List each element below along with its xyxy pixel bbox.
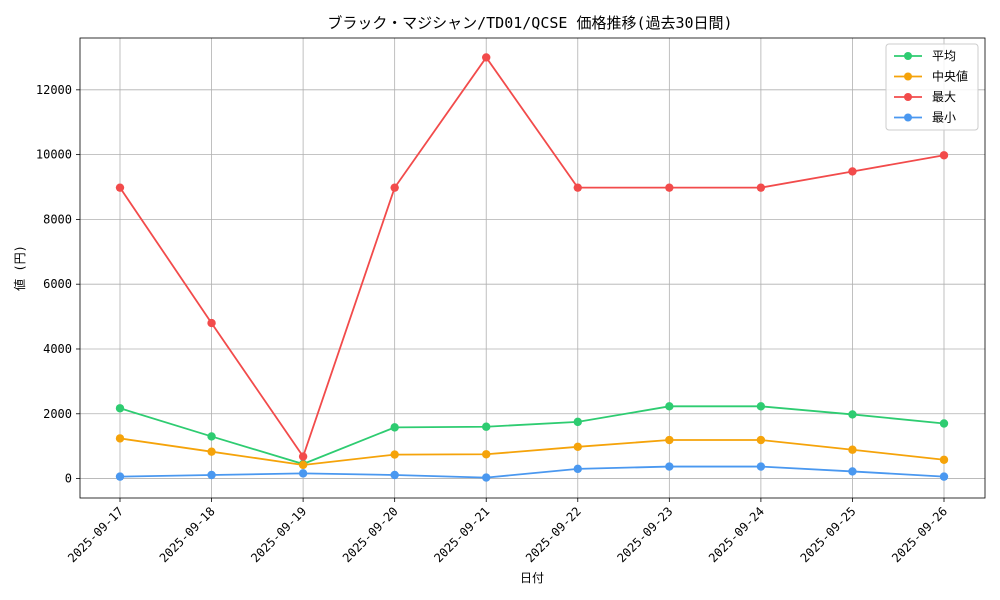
x-tick-label: 2025-09-22 <box>523 504 584 565</box>
data-point <box>756 402 766 411</box>
y-axis-label: 値 (円) <box>12 245 27 291</box>
series-line <box>119 405 945 465</box>
data-point <box>573 464 582 474</box>
series-0 <box>115 402 949 469</box>
data-point <box>665 183 674 192</box>
data-point <box>298 460 308 470</box>
x-tick-label: 2025-09-18 <box>157 504 218 565</box>
x-tick-label: 2025-09-21 <box>431 504 492 565</box>
y-tick-label: 8000 <box>43 212 72 226</box>
data-point <box>939 472 949 481</box>
data-point <box>848 410 857 419</box>
data-point <box>573 442 582 452</box>
x-axis-label: 日付 <box>520 571 544 585</box>
x-tick-label: 2025-09-17 <box>65 504 126 565</box>
data-point <box>207 318 216 328</box>
data-point <box>390 470 399 480</box>
x-tick-label: 2025-09-19 <box>248 504 309 565</box>
series-line <box>119 55 945 459</box>
y-tick-label: 4000 <box>43 342 72 356</box>
x-tick-label: 2025-09-25 <box>798 504 859 565</box>
series-line <box>119 465 945 479</box>
data-point <box>115 404 125 413</box>
x-axis-ticks: 2025-09-17 2025-09-18 2025-09-19 2025-09-20… <box>65 498 950 565</box>
data-point <box>482 450 491 459</box>
data-point <box>115 472 125 481</box>
data-point <box>939 151 949 160</box>
y-tick-label: 6000 <box>43 277 72 291</box>
data-point <box>939 455 949 464</box>
data-point <box>665 435 674 445</box>
data-point <box>756 183 766 192</box>
data-point <box>482 473 491 482</box>
data-point <box>756 462 766 471</box>
legend-marker <box>904 52 912 60</box>
legend-label: 中央値 <box>932 69 968 84</box>
legend-marker <box>904 93 912 101</box>
data-point <box>482 422 491 431</box>
legend-marker <box>904 72 912 81</box>
y-axis-ticks: 0 2000 4000 6000 8000 10000 12000 <box>36 83 80 486</box>
legend-label: 最小 <box>932 111 956 125</box>
data-point <box>573 417 582 427</box>
legend-marker <box>904 113 912 122</box>
series-line <box>119 437 945 466</box>
series-1 <box>115 434 949 470</box>
data-point <box>207 432 216 441</box>
x-tick-label: 2025-09-23 <box>614 504 675 565</box>
x-tick-label: 2025-09-24 <box>706 504 767 565</box>
x-tick-label: 2025-09-26 <box>889 504 950 565</box>
plot-frame <box>79 37 986 499</box>
data-point <box>207 447 216 456</box>
data-point <box>298 469 308 478</box>
legend-label: 最大 <box>932 90 956 104</box>
data-point <box>115 183 125 192</box>
y-tick-label: 12000 <box>36 83 72 97</box>
data-point <box>573 183 582 192</box>
series-layer <box>115 53 949 482</box>
data-point <box>939 419 949 428</box>
data-point <box>848 467 857 476</box>
data-point <box>115 434 125 443</box>
data-point <box>848 167 857 176</box>
y-tick-label: 2000 <box>43 407 72 421</box>
chart-title: ブラック・マジシャン/TD01/QCSE 価格推移(過去30日間) <box>327 14 732 32</box>
data-point <box>848 445 857 454</box>
data-point <box>482 53 491 62</box>
y-tick-label: 0 <box>65 472 72 486</box>
data-point <box>390 450 399 459</box>
data-point <box>390 183 399 192</box>
y-tick-label: 10000 <box>36 148 72 162</box>
data-point <box>756 435 766 445</box>
series-2 <box>115 53 949 461</box>
data-point <box>665 402 674 411</box>
series-3 <box>115 462 949 482</box>
legend-box <box>885 43 979 131</box>
data-point <box>207 470 216 480</box>
grid <box>80 38 985 498</box>
data-point <box>665 462 674 471</box>
legend-label: 平均 <box>932 49 956 63</box>
data-point <box>298 452 308 461</box>
x-tick-label: 2025-09-20 <box>340 504 401 565</box>
data-point <box>390 423 399 432</box>
